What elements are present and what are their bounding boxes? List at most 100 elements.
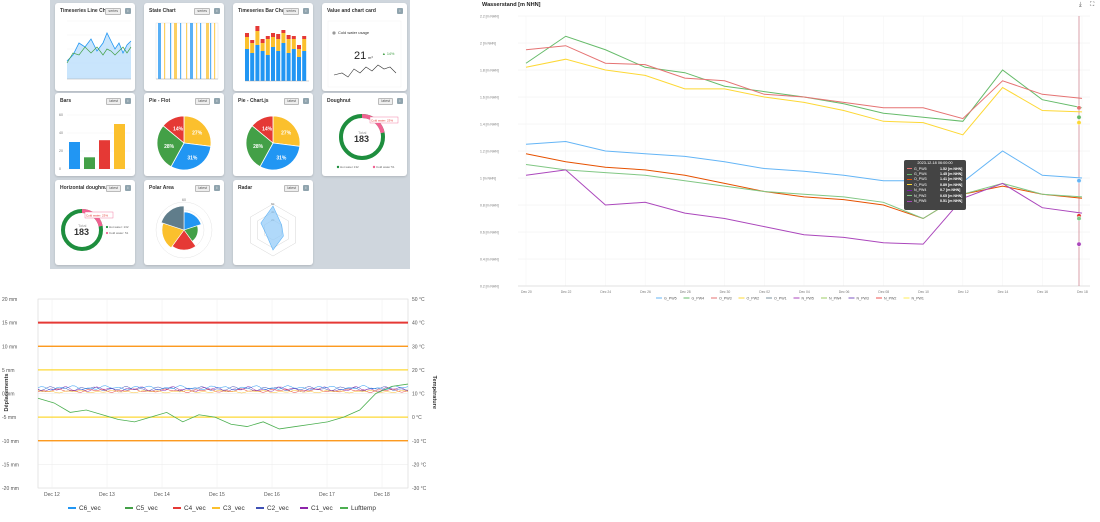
download-icon[interactable]: ⤓ bbox=[1079, 2, 1082, 8]
info-icon[interactable]: i bbox=[303, 184, 309, 191]
doughnut-legend-item: Hot water 132 bbox=[340, 165, 359, 169]
x-tick-label: Dec 26 bbox=[640, 290, 651, 294]
value-card-inner bbox=[327, 20, 402, 88]
widget-card[interactable]: Timeseries Bar Chart series i bbox=[233, 3, 313, 91]
x-tick-label: Dec 16 bbox=[1037, 290, 1048, 294]
tooltip-date: 2023-12-18 06:00:00 bbox=[917, 161, 953, 165]
widget-card[interactable]: Bars latest i 60 40 20 0 bbox=[55, 93, 135, 176]
series-line bbox=[525, 169, 1083, 245]
tooltip-series-value: 1.52 [m NHN] bbox=[940, 166, 963, 171]
doughnut-total-value: 183 bbox=[74, 227, 89, 237]
widget-chart: 27% 31% 28% 14% bbox=[245, 115, 301, 171]
y2-axis-title: Température bbox=[431, 376, 437, 409]
legend-item: O_PW3 bbox=[719, 297, 732, 301]
temperature-line bbox=[37, 383, 409, 430]
x-tick-label: Dec 08 bbox=[878, 290, 889, 294]
state-band bbox=[170, 23, 172, 79]
bar-segment bbox=[291, 39, 296, 49]
x-tick-label: Dec 14 bbox=[154, 492, 170, 498]
info-icon[interactable]: i bbox=[397, 97, 403, 104]
polar-tick-label: 60 bbox=[182, 198, 186, 202]
doughnut-badge-text: Cold water: 23% bbox=[86, 214, 108, 218]
bar-tick-label: 20 bbox=[59, 149, 63, 153]
widget-title: Radar bbox=[238, 185, 253, 191]
doughnut-legend-item: Cold water: 51 bbox=[109, 231, 129, 235]
pie-slice bbox=[156, 125, 185, 168]
state-band bbox=[180, 23, 182, 79]
info-icon[interactable]: i bbox=[125, 7, 131, 14]
tooltip-series-name: O_PW3 bbox=[914, 182, 927, 187]
info-icon[interactable]: i bbox=[214, 7, 220, 14]
series-line bbox=[525, 58, 1083, 136]
bar-segment bbox=[250, 53, 255, 81]
y2-tick-label: -30 °C bbox=[412, 486, 427, 492]
sparkline bbox=[333, 64, 397, 78]
info-icon[interactable]: i bbox=[303, 7, 309, 14]
info-icon[interactable]: i bbox=[214, 97, 220, 104]
tooltip-series-name: N_PW5 bbox=[914, 199, 927, 204]
bar-segment bbox=[302, 39, 307, 51]
legend-item: Lufttemp bbox=[351, 505, 376, 512]
radar-area bbox=[260, 205, 284, 251]
bar-segment bbox=[245, 37, 249, 49]
tooltip-series-name: N_PW4 bbox=[914, 188, 927, 193]
widget-card[interactable]: Value and chart card i Cold water usage 21 m… bbox=[322, 3, 407, 91]
x-tick-label: Dec 13 bbox=[99, 492, 115, 498]
x-tick-label: Dec 02 bbox=[759, 290, 770, 294]
legend-item: G_PW5 bbox=[664, 297, 677, 301]
bar-segment bbox=[297, 49, 301, 57]
widget-card[interactable]: State Chart series i bbox=[144, 3, 224, 91]
polar-grid bbox=[155, 201, 213, 259]
doughnut-legend-item: Cold water 51 bbox=[376, 165, 395, 169]
info-icon[interactable]: i bbox=[397, 7, 403, 14]
widget-card[interactable]: Horizontal doughnut latest i Total 183 Cold w… bbox=[55, 180, 135, 265]
bar-segment bbox=[297, 45, 301, 49]
widget-card[interactable]: Pie - Flot latest i 27% 31% 28% 14% bbox=[144, 93, 224, 176]
info-icon[interactable]: i bbox=[125, 184, 131, 191]
fullscreen-icon[interactable]: ⛶ bbox=[1090, 2, 1095, 8]
bar-segment bbox=[250, 40, 255, 43]
state-band bbox=[174, 23, 177, 79]
x-tick-label: Dec 18 bbox=[1077, 290, 1088, 294]
bar-tick-label: 40 bbox=[59, 131, 63, 135]
widget-card[interactable]: Pie - Chart.js latest i 27% 31% 28% 14% bbox=[233, 93, 313, 176]
water-level-chart-svg: 2.2 [m NHN] 2 [m NHN] 1.8 [m NHN] 1.6 [m NH… bbox=[480, 15, 1090, 301]
y2-tick-label: 20 °C bbox=[412, 368, 425, 374]
bar-segment bbox=[276, 34, 281, 39]
y-tick-label: -15 mm bbox=[2, 462, 19, 468]
y-tick-label: 2.2 [m NHN] bbox=[480, 15, 499, 19]
info-icon[interactable]: i bbox=[214, 184, 220, 191]
value-card-change: ▲ 14% bbox=[382, 52, 395, 56]
bar-segment bbox=[281, 43, 286, 81]
bar-segment bbox=[302, 36, 307, 39]
pie-slice-label: 28% bbox=[164, 144, 175, 150]
widget-tag: latest bbox=[195, 185, 210, 192]
info-icon[interactable]: i bbox=[125, 97, 131, 104]
highlight-point bbox=[1076, 105, 1082, 111]
bar bbox=[84, 157, 95, 169]
widget-chart bbox=[245, 26, 309, 82]
tooltip-series-value: 0.7 [m NHN] bbox=[940, 188, 961, 193]
legend-item: C2_vec bbox=[267, 505, 289, 512]
tooltip-series-name: O_PW3 bbox=[914, 177, 927, 182]
series-line bbox=[66, 32, 132, 62]
widget-card[interactable]: Doughnut latest i Total 183 Cold water: 23% Ho… bbox=[322, 93, 407, 176]
legend-dot bbox=[372, 165, 376, 169]
series-line bbox=[525, 45, 1083, 120]
tooltip-swatch bbox=[907, 184, 912, 186]
state-band bbox=[158, 23, 161, 79]
bar-segment bbox=[265, 36, 270, 39]
legend-dot bbox=[105, 231, 109, 235]
water-level-chart: 2.2 [m NHN] 2 [m NHN] 1.8 [m NHN] 1.6 [m NH… bbox=[478, 0, 1100, 305]
radar-grid bbox=[250, 203, 296, 257]
info-icon[interactable]: i bbox=[303, 97, 309, 104]
widget-title: Timeseries Bar Chart bbox=[238, 8, 289, 14]
bar-segment bbox=[265, 39, 270, 55]
widget-card[interactable]: Polar Area latest i 60 bbox=[144, 180, 224, 265]
bar-segment bbox=[271, 37, 275, 47]
widget-tag: latest bbox=[378, 98, 393, 105]
widget-card[interactable]: Timeseries Line Chart series i bbox=[55, 3, 135, 91]
